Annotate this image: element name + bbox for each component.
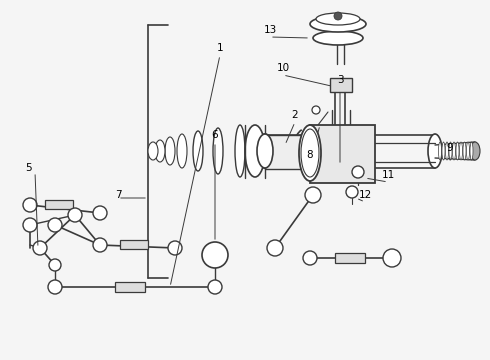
Ellipse shape	[148, 142, 158, 160]
Circle shape	[48, 280, 62, 294]
Circle shape	[23, 218, 37, 232]
Bar	[120, 240, 148, 249]
Text: 11: 11	[381, 170, 394, 180]
Circle shape	[23, 198, 37, 212]
Circle shape	[334, 12, 342, 20]
Ellipse shape	[428, 134, 442, 168]
Circle shape	[352, 166, 364, 178]
Text: 7: 7	[115, 190, 122, 200]
Bar	[265, 135, 345, 169]
Ellipse shape	[245, 125, 265, 177]
Bar	[335, 253, 365, 263]
Text: 12: 12	[358, 190, 371, 200]
Text: 8: 8	[307, 150, 313, 160]
Text: 5: 5	[24, 163, 31, 173]
Bar	[310, 125, 375, 183]
Ellipse shape	[257, 134, 273, 168]
Ellipse shape	[445, 142, 448, 160]
Ellipse shape	[316, 13, 360, 25]
Ellipse shape	[257, 134, 273, 168]
Text: 10: 10	[276, 63, 290, 73]
Ellipse shape	[466, 142, 469, 160]
Ellipse shape	[301, 129, 319, 177]
Ellipse shape	[155, 140, 165, 162]
Circle shape	[202, 242, 228, 268]
Ellipse shape	[439, 142, 441, 160]
Circle shape	[68, 208, 82, 222]
Circle shape	[93, 206, 107, 220]
Ellipse shape	[470, 142, 480, 160]
Ellipse shape	[213, 128, 223, 174]
Ellipse shape	[177, 134, 187, 168]
Ellipse shape	[452, 142, 456, 160]
Circle shape	[49, 259, 61, 271]
Text: 1: 1	[217, 43, 223, 53]
Circle shape	[346, 186, 358, 198]
Text: 13: 13	[264, 25, 277, 35]
Ellipse shape	[165, 137, 175, 165]
Text: 6: 6	[212, 130, 219, 140]
Bar	[45, 200, 73, 209]
Bar	[115, 282, 145, 292]
Ellipse shape	[193, 131, 203, 171]
Ellipse shape	[313, 31, 363, 45]
Ellipse shape	[235, 125, 245, 177]
Bar	[330, 78, 352, 92]
Ellipse shape	[449, 142, 452, 160]
Ellipse shape	[442, 142, 445, 160]
Text: 3: 3	[337, 75, 343, 85]
Circle shape	[93, 238, 107, 252]
Circle shape	[312, 106, 320, 114]
Text: 2: 2	[292, 110, 298, 120]
Ellipse shape	[463, 142, 466, 160]
Ellipse shape	[310, 16, 366, 32]
Circle shape	[305, 187, 321, 203]
Circle shape	[33, 241, 47, 255]
Ellipse shape	[299, 125, 321, 181]
Ellipse shape	[460, 142, 463, 160]
Circle shape	[48, 218, 62, 232]
Ellipse shape	[456, 142, 459, 160]
Ellipse shape	[470, 142, 473, 160]
Text: 9: 9	[447, 143, 453, 153]
Circle shape	[168, 241, 182, 255]
Circle shape	[208, 280, 222, 294]
Circle shape	[303, 251, 317, 265]
Circle shape	[267, 240, 283, 256]
Circle shape	[383, 249, 401, 267]
